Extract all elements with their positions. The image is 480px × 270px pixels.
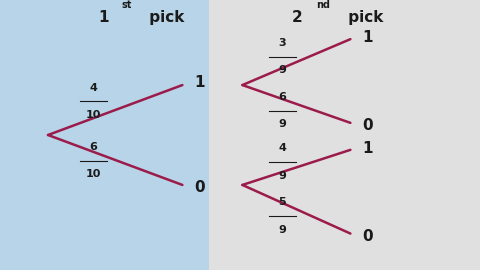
Text: 10: 10	[86, 169, 101, 179]
Text: 5: 5	[278, 197, 286, 207]
Text: 0: 0	[362, 118, 373, 133]
Text: st: st	[121, 0, 132, 11]
Text: 10: 10	[86, 110, 101, 120]
Text: 4: 4	[90, 83, 97, 93]
Text: 9: 9	[278, 119, 286, 129]
Text: 3: 3	[278, 38, 286, 48]
Text: nd: nd	[316, 0, 330, 11]
FancyBboxPatch shape	[0, 0, 209, 270]
Text: 1: 1	[194, 75, 205, 90]
Text: 9: 9	[278, 225, 286, 235]
Text: 2: 2	[292, 10, 303, 25]
Text: 4: 4	[278, 143, 286, 153]
Text: 6: 6	[90, 142, 97, 152]
Text: 0: 0	[194, 180, 205, 195]
Text: 9: 9	[278, 65, 286, 75]
Text: pick: pick	[144, 10, 184, 25]
Text: 6: 6	[278, 92, 286, 102]
Text: 0: 0	[362, 229, 373, 244]
Text: 1: 1	[98, 10, 108, 25]
Text: 1: 1	[362, 141, 373, 156]
FancyBboxPatch shape	[209, 0, 480, 270]
Text: pick: pick	[343, 10, 384, 25]
Text: 9: 9	[278, 171, 286, 181]
Text: 1: 1	[362, 30, 373, 45]
